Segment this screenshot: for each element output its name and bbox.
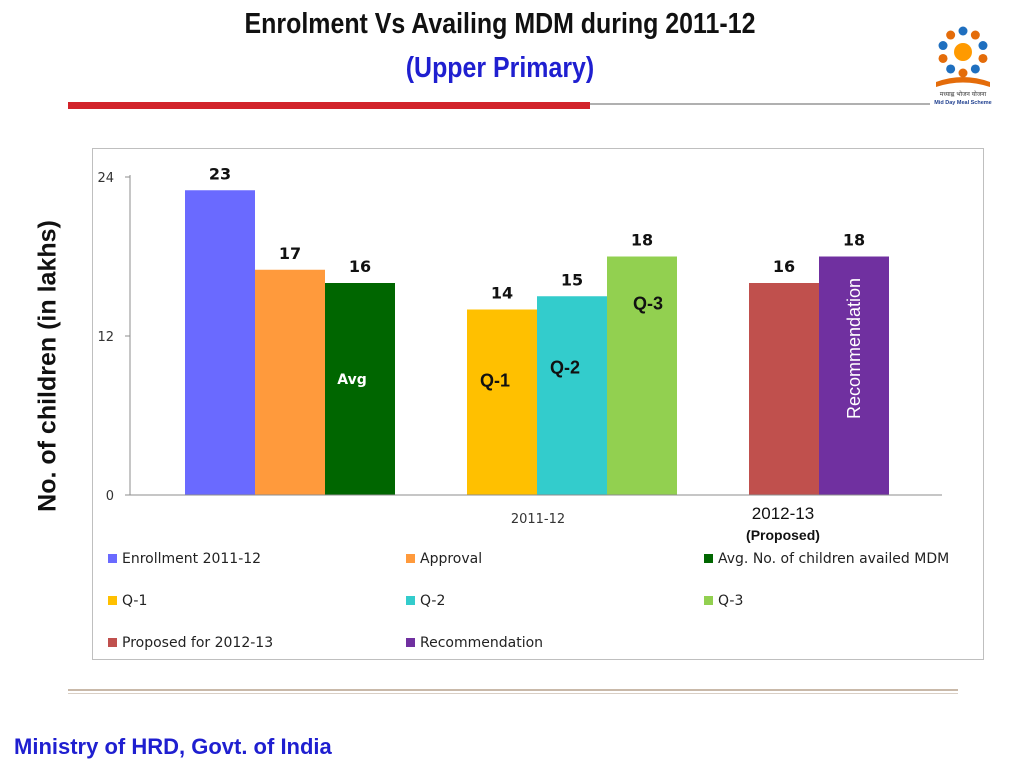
legend-item: Enrollment 2011-12 bbox=[108, 548, 406, 569]
bar-proposed-for-2012-13 bbox=[749, 283, 819, 495]
data-label: 16 bbox=[773, 257, 795, 276]
footer-text: Ministry of HRD, Govt. of India bbox=[14, 734, 332, 759]
y-tick-label: 24 bbox=[97, 171, 114, 186]
legend-item: Recommendation bbox=[406, 632, 704, 653]
logo-figure bbox=[958, 26, 968, 36]
axis-layer: 0 12 24 bbox=[97, 171, 942, 504]
inner-label: Q-2 bbox=[550, 357, 580, 377]
data-label: 16 bbox=[349, 257, 371, 276]
legend-item: Q-2 bbox=[406, 590, 704, 611]
category-label: 2011-12 bbox=[511, 512, 565, 527]
data-label: 18 bbox=[631, 231, 653, 250]
bars-layer bbox=[185, 190, 889, 495]
footer-rule bbox=[68, 689, 958, 691]
logo-text: मध्याह्न भोजन योजना bbox=[940, 90, 987, 98]
legend-label: Enrollment 2011-12 bbox=[122, 550, 262, 567]
legend-item: Approval bbox=[406, 548, 704, 569]
data-label: 15 bbox=[561, 270, 583, 289]
category-label: 2012-13 bbox=[752, 504, 814, 523]
bar-q-3 bbox=[607, 256, 677, 495]
logo-book bbox=[936, 77, 990, 87]
logo-figure bbox=[978, 53, 988, 63]
inner-label: Q-1 bbox=[480, 371, 510, 391]
legend-label: Approval bbox=[420, 550, 483, 567]
bar-recommendation bbox=[819, 256, 889, 495]
logo-ring bbox=[938, 26, 988, 78]
bar-q-2 bbox=[537, 296, 607, 495]
logo-figure bbox=[946, 64, 956, 74]
legend-item: Q-3 bbox=[704, 590, 978, 611]
category-sublabel: (Proposed) bbox=[746, 527, 820, 543]
legend-swatch bbox=[704, 554, 713, 563]
legend-swatch bbox=[108, 638, 117, 647]
inner-label: Avg bbox=[337, 372, 366, 388]
legend-label: Avg. No. of children availed MDM bbox=[718, 550, 950, 567]
logo-figure bbox=[970, 30, 980, 40]
legend-label: Recommendation bbox=[420, 634, 544, 651]
label-layer: 23 17 16 Avg 14 Q-1 15 Q-2 18 Q-3 2011-12 16 18 Recom… bbox=[209, 164, 865, 543]
data-label: 17 bbox=[279, 244, 301, 263]
y-axis-title: No. of children (in lakhs) bbox=[33, 220, 62, 512]
footer-rule-thin bbox=[68, 693, 958, 694]
y-tick-label: 0 bbox=[106, 489, 114, 504]
legend-item: Q-1 bbox=[108, 590, 406, 611]
logo-figure bbox=[938, 41, 948, 51]
logo-figure bbox=[938, 53, 948, 63]
legend-label: Q-1 bbox=[122, 592, 148, 609]
legend-swatch bbox=[108, 554, 117, 563]
legend-label: Q-3 bbox=[718, 592, 744, 609]
legend-swatch bbox=[406, 596, 415, 605]
legend-swatch bbox=[704, 596, 713, 605]
logo-figure bbox=[978, 41, 988, 51]
data-label: 23 bbox=[209, 164, 231, 183]
logo-figure bbox=[946, 30, 956, 40]
legend-label: Q-2 bbox=[420, 592, 446, 609]
title-underline-grey bbox=[590, 103, 930, 105]
inner-label: Q-3 bbox=[633, 294, 663, 314]
legend-item: Proposed for 2012-13 bbox=[108, 632, 406, 653]
title-underline-red bbox=[68, 102, 590, 109]
logo-figure bbox=[958, 68, 968, 78]
legend-swatch bbox=[406, 638, 415, 647]
bar-approval bbox=[255, 269, 325, 495]
data-label: 18 bbox=[843, 231, 865, 250]
legend-label: Proposed for 2012-13 bbox=[122, 634, 274, 651]
logo-figure bbox=[970, 64, 980, 74]
legend-item: Avg. No. of children availed MDM bbox=[704, 548, 978, 569]
bar-enrollment-2011-12 bbox=[185, 190, 255, 495]
mdm-logo-icon: मध्याह्न भोजन योजना Mid Day Meal Scheme bbox=[934, 26, 992, 106]
chart-legend: Enrollment 2011-12 Approval Avg. No. of ch… bbox=[108, 548, 978, 653]
slide-title: Enrolment Vs Availing MDM during 2011-12 bbox=[244, 8, 756, 40]
bar-q-1 bbox=[467, 309, 537, 495]
y-tick-label: 12 bbox=[97, 330, 114, 345]
inner-label: Recommendation bbox=[844, 278, 864, 419]
legend-swatch bbox=[108, 596, 117, 605]
slide-subtitle: (Upper Primary) bbox=[405, 52, 595, 84]
logo-caption: Mid Day Meal Scheme bbox=[934, 100, 991, 106]
data-label: 14 bbox=[491, 284, 513, 303]
legend-swatch bbox=[406, 554, 415, 563]
logo-center bbox=[954, 43, 972, 61]
bar-avg-no-of-children-availed-mdm bbox=[325, 283, 395, 495]
